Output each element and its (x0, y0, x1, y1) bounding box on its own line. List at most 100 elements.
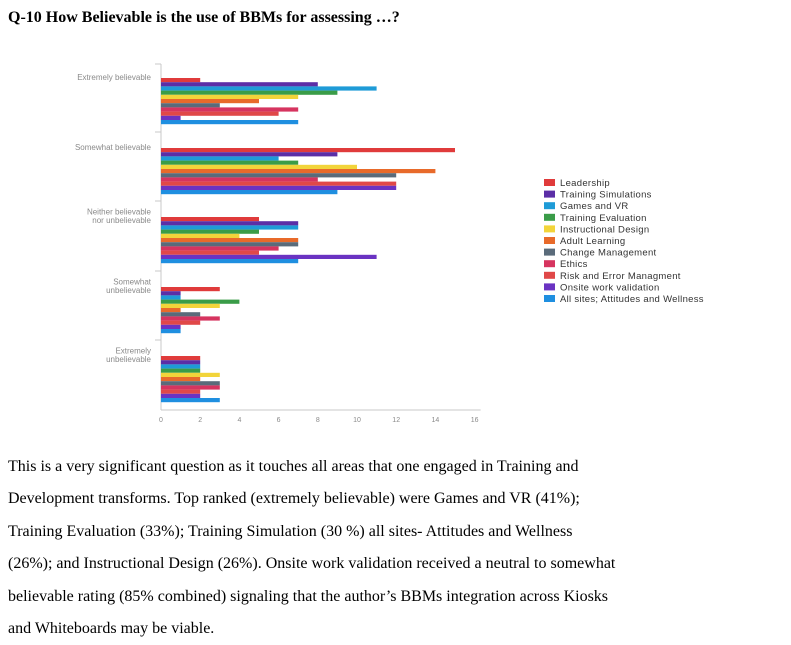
x-tick-label: 16 (471, 417, 479, 424)
category-label: Extremely (115, 347, 151, 356)
bar (161, 217, 259, 222)
bar (161, 259, 299, 264)
bar (161, 308, 181, 313)
bar (161, 372, 220, 377)
page-title: Q-10 How Believable is the use of BBMs f… (8, 9, 400, 26)
bar (161, 107, 299, 112)
category-label: Neither believable (87, 208, 152, 217)
bar (161, 111, 279, 116)
paragraph-line: Development transforms. Top ranked (extr… (8, 490, 580, 508)
x-tick-label: 6 (277, 417, 281, 424)
x-tick-label: 0 (159, 417, 163, 424)
bar (161, 377, 201, 382)
bar (161, 238, 299, 243)
category-labels: Extremely believable Somewhat believable N… (75, 73, 152, 364)
legend-label: Risk and Error Managment (560, 271, 681, 282)
bar-chart: Extremely believable Somewhat believable N… (75, 63, 704, 424)
bar (161, 312, 201, 317)
bar (161, 295, 181, 300)
x-tick-labels: 0 2 4 6 8 10 12 14 16 (159, 417, 479, 424)
legend-swatch (544, 237, 555, 244)
legend-swatch (544, 190, 555, 198)
bar (161, 115, 181, 120)
category-label: unbelievable (106, 355, 151, 364)
paragraph-line: This is a very significant question as i… (8, 458, 579, 475)
x-tick-label: 12 (392, 417, 400, 424)
bar (161, 246, 279, 251)
bar (161, 152, 338, 157)
bar (161, 103, 220, 108)
category-label: Somewhat believable (75, 143, 152, 152)
bar (161, 287, 220, 292)
bar (161, 385, 220, 390)
paragraph-line: and Whiteboards may be viable. (8, 620, 215, 638)
x-tick-label: 4 (237, 417, 241, 424)
legend-label: Training Evaluation (560, 213, 647, 224)
bar (161, 393, 201, 398)
bar (161, 291, 181, 296)
bar (161, 303, 220, 308)
bar (161, 94, 299, 99)
bar (161, 360, 201, 365)
bar (161, 368, 201, 373)
bar (161, 156, 279, 161)
bar (161, 299, 240, 304)
legend-swatch (544, 295, 555, 302)
legend-label: All sites; Attitudes and Wellness (560, 294, 704, 305)
category-label: unbelievable (106, 286, 151, 295)
category-label: Extremely believable (77, 73, 151, 82)
legend-swatch (544, 202, 555, 210)
legend-label: Leadership (560, 178, 610, 189)
body-paragraph: This is a very significant question as i… (8, 451, 708, 645)
x-tick-label: 14 (432, 417, 440, 424)
bar (161, 173, 397, 178)
bar (161, 120, 299, 125)
bar (161, 169, 436, 174)
legend-swatch (544, 283, 555, 291)
bar (161, 316, 220, 321)
bar (161, 329, 181, 334)
bar (161, 233, 240, 238)
bar (161, 381, 220, 386)
category-label: Somewhat (113, 278, 152, 287)
bar (161, 221, 299, 226)
bar (161, 242, 299, 247)
legend-swatch (544, 179, 555, 186)
bar (161, 148, 455, 153)
legend-swatch (544, 260, 555, 268)
legend-label: Ethics (560, 259, 588, 270)
bar (161, 190, 338, 195)
legend-swatch (544, 271, 555, 279)
legend-label: Change Management (560, 248, 657, 259)
bar (161, 398, 220, 403)
bar (161, 164, 357, 169)
paragraph-line: Training Evaluation (33%); Training Simu… (8, 522, 573, 540)
bar (161, 250, 259, 255)
bar (161, 160, 299, 165)
legend-swatch (544, 213, 555, 221)
legend-swatch (544, 225, 555, 233)
legend-label: Training Simulations (560, 190, 652, 201)
x-tick-label: 2 (198, 417, 202, 424)
paragraph-line: believable rating (85% combined) signali… (8, 587, 609, 605)
bar (161, 177, 318, 182)
bar (161, 78, 201, 83)
bar (161, 324, 181, 329)
paragraph-line: (26%); and Instructional Design (26%). O… (8, 555, 616, 573)
bar (161, 229, 259, 234)
bar (161, 389, 201, 394)
bar (161, 86, 377, 91)
legend-label: Games and VR (560, 201, 629, 212)
legend-label: Instructional Design (560, 224, 649, 235)
x-tick-label: 10 (353, 417, 361, 424)
bar (161, 225, 299, 230)
x-tick-label: 8 (316, 417, 320, 424)
category-label: nor unbelievable (92, 216, 151, 225)
legend-swatch (544, 248, 555, 256)
bar (161, 90, 338, 95)
bar (161, 185, 397, 190)
legend-label: Onsite work validation (560, 282, 660, 293)
bar (161, 82, 318, 87)
bar (161, 99, 259, 104)
